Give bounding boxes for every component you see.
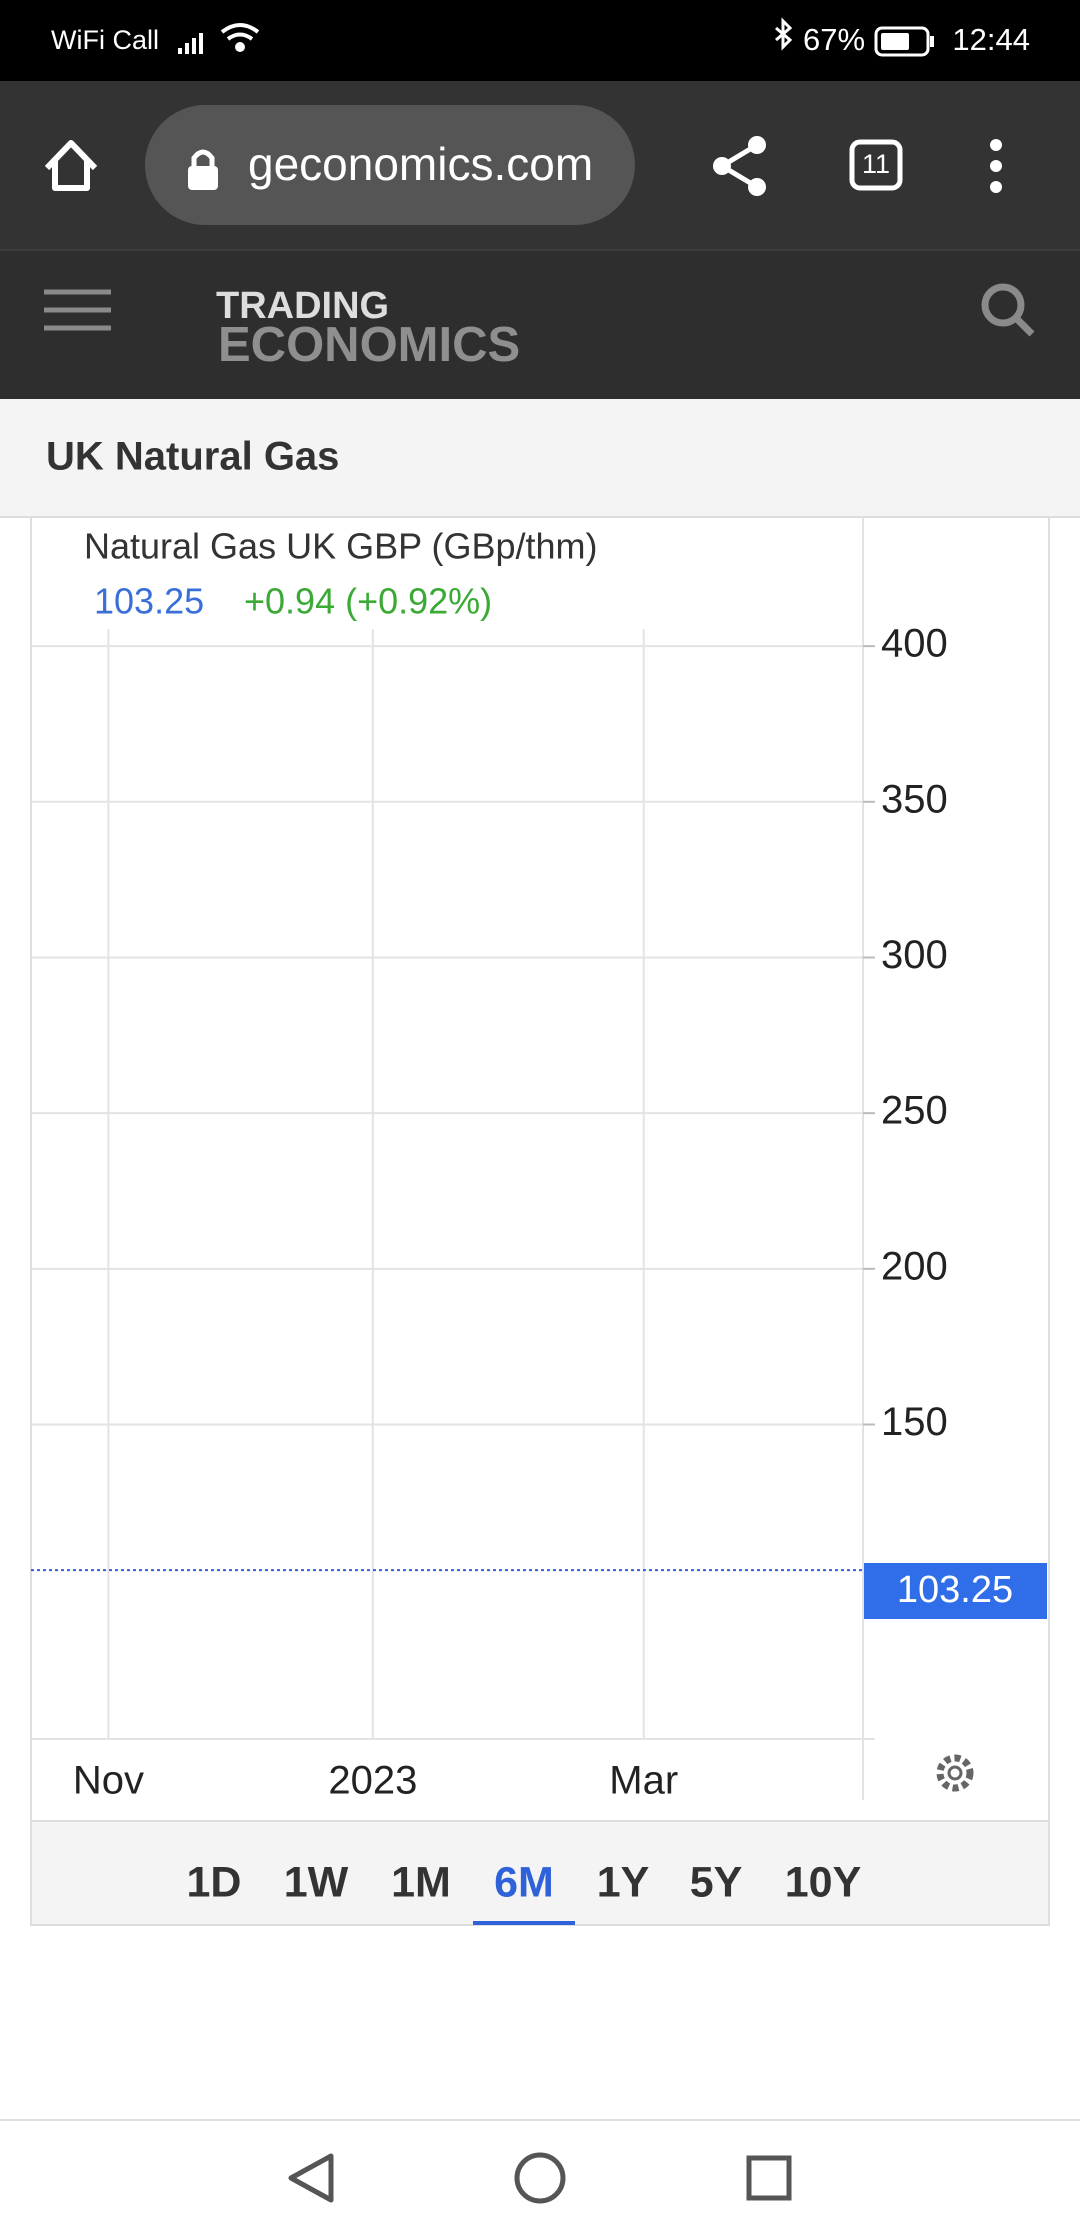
- y-tick-label: 150: [881, 1400, 948, 1444]
- tabs-button[interactable]: [849, 139, 903, 191]
- range-button[interactable]: 10Y: [785, 1858, 862, 1906]
- hamburger-menu[interactable]: [44, 289, 111, 331]
- tab-count: 11: [862, 149, 890, 179]
- y-tick-label: 250: [881, 1089, 948, 1133]
- search-button[interactable]: [981, 283, 1035, 337]
- home-nav-button[interactable]: [514, 2152, 566, 2204]
- site-header: [0, 250, 1080, 399]
- logo-top[interactable]: TRADING: [216, 285, 389, 327]
- settings-button[interactable]: [936, 1754, 974, 1792]
- menu-button[interactable]: [990, 139, 1002, 193]
- active-indicator: [473, 1921, 575, 1925]
- y-tick-label: 350: [881, 777, 948, 821]
- range-button[interactable]: 5Y: [690, 1858, 743, 1906]
- x-tick-label: Nov: [73, 1759, 144, 1803]
- range-button[interactable]: 1Y: [597, 1858, 650, 1906]
- range-button[interactable]: 6M: [494, 1858, 554, 1906]
- clock: 12:44: [952, 22, 1030, 57]
- status-bar: [0, 0, 1080, 81]
- logo-bottom[interactable]: ECONOMICS: [218, 318, 520, 372]
- price-change: +0.94 (+0.92%): [244, 581, 492, 622]
- y-tick-label: 200: [881, 1244, 948, 1288]
- range-button[interactable]: 1M: [391, 1858, 451, 1906]
- grid: 150 200 250 300 350 400 Nov 2023 Mar: [31, 622, 948, 1803]
- range-button[interactable]: 1D: [187, 1858, 242, 1906]
- url-bar[interactable]: [145, 105, 635, 225]
- y-tick-label: 300: [881, 933, 948, 977]
- share-button[interactable]: [713, 136, 766, 196]
- x-tick-label: 2023: [328, 1759, 417, 1803]
- price-marker: [864, 1563, 1047, 1619]
- title-bar: [0, 399, 1080, 517]
- battery-icon: [874, 26, 934, 57]
- price-marker-label: 103.25: [897, 1569, 1013, 1611]
- lock-icon: [188, 149, 218, 190]
- y-tick-label: 400: [881, 622, 948, 666]
- home-button[interactable]: [44, 140, 98, 191]
- wifi-icon: [220, 23, 260, 52]
- x-tick-label: Mar: [609, 1759, 678, 1803]
- recents-button[interactable]: [746, 2155, 792, 2201]
- url[interactable]: geconomics.com: [248, 138, 593, 190]
- last-price: 103.25: [94, 581, 204, 622]
- battery-level: 67%: [803, 22, 865, 57]
- chart-card: [30, 516, 1050, 1926]
- range-button[interactable]: 1W: [284, 1858, 349, 1906]
- back-button[interactable]: [288, 2153, 334, 2203]
- page-title: UK Natural Gas: [46, 435, 339, 479]
- range-bar: [32, 1822, 1048, 1924]
- carrier: WiFi Call: [51, 25, 159, 55]
- bluetooth-icon: [775, 17, 793, 51]
- chart-title: Natural Gas UK GBP (GBp/thm): [84, 526, 598, 567]
- signal-icon: [178, 33, 203, 54]
- range-buttons: 1D 1W 1M 6M 1Y 5Y 10Y: [187, 1858, 862, 1925]
